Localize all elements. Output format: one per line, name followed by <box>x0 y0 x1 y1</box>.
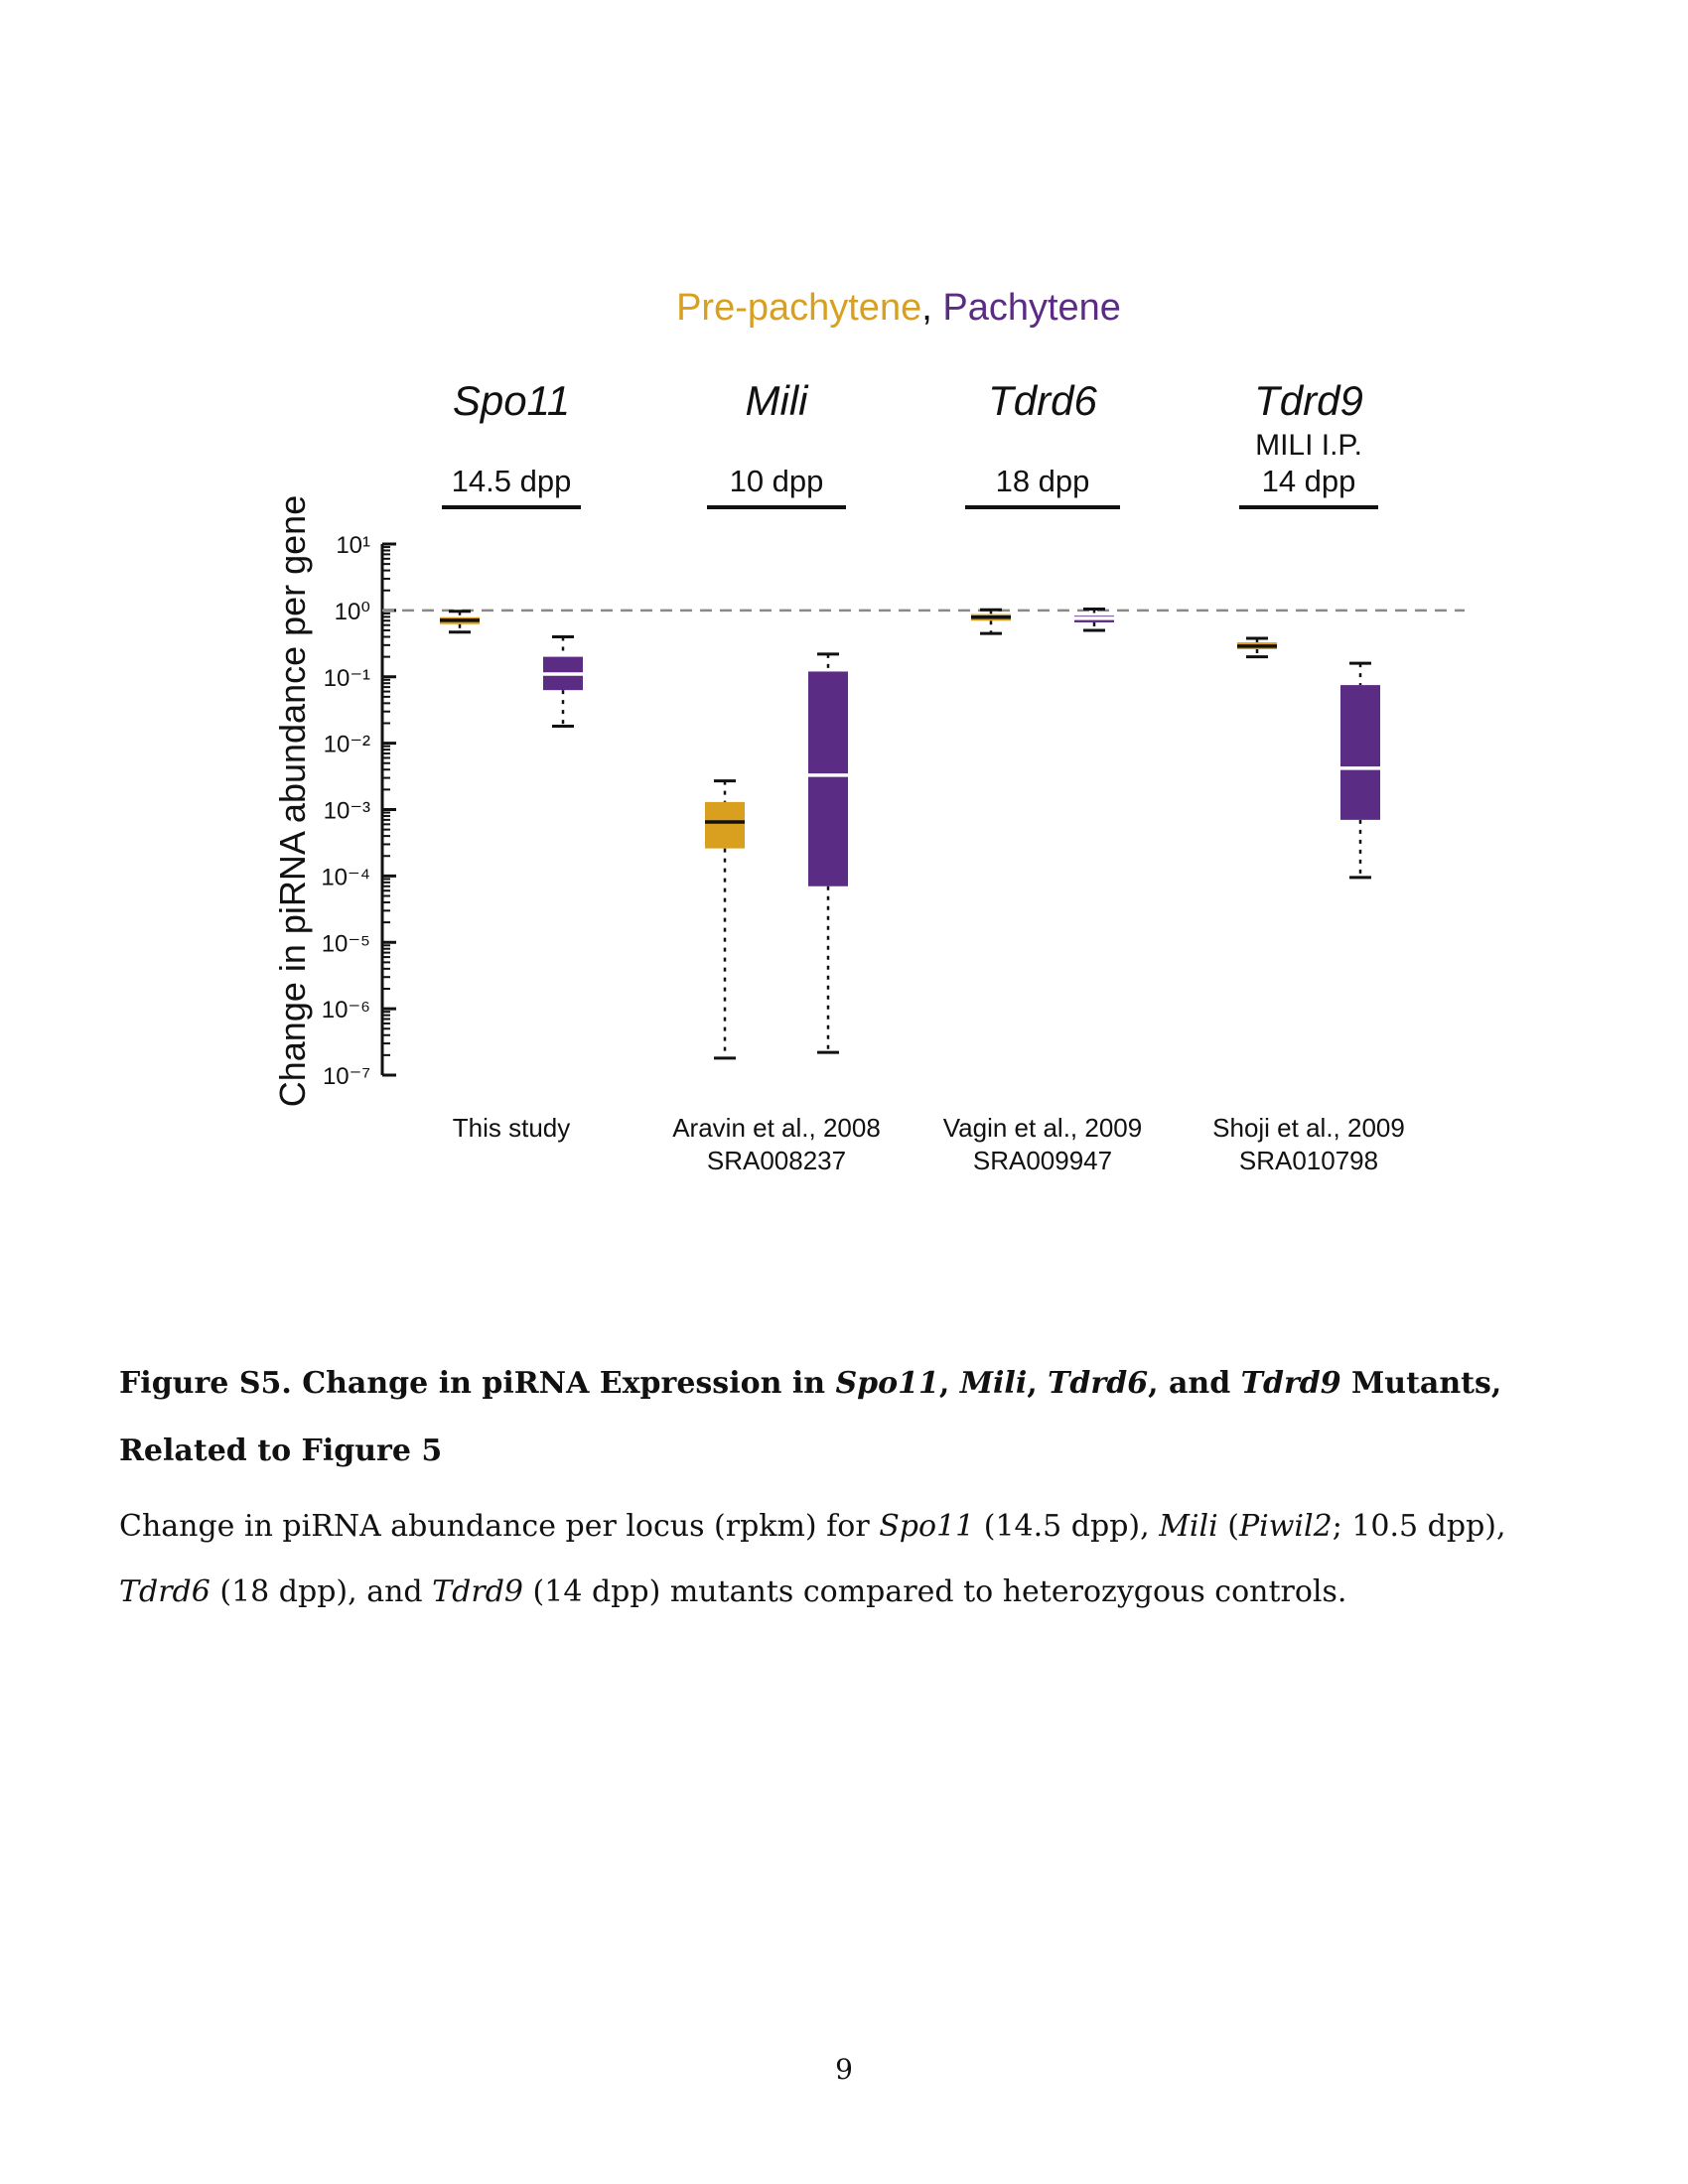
chart-title-part-2: Pachytene <box>942 287 1121 329</box>
pre-box <box>705 779 745 1060</box>
cap-title-part-3: Mili <box>959 1366 1028 1401</box>
group-mili: Mili 10 dpp Aravin et al., 2008 SRA008237 <box>672 377 881 1175</box>
pach-box <box>543 634 583 729</box>
cap-body-part-4: ( <box>1217 1509 1239 1544</box>
gene-label: Mili <box>746 377 810 424</box>
y-tick-label: 10⁻¹ <box>324 665 370 692</box>
y-tick-label: 10⁻⁴ <box>321 864 370 890</box>
y-tick-label: 10⁰ <box>335 599 370 625</box>
source-label: SRA010798 <box>1239 1146 1378 1175</box>
source-label: Vagin et al., 2009 <box>943 1113 1142 1143</box>
cap-body-part-9: Tdrd9 <box>432 1574 524 1609</box>
group-tdrd9: Tdrd9 MILI I.P.14 dpp Shoji et al., 2009 SR… <box>1212 377 1405 1175</box>
gene-label: Spo11 <box>453 377 570 424</box>
pre-box <box>440 610 480 634</box>
cap-title-part-5: Tdrd6 <box>1048 1366 1149 1401</box>
chart-title-part-1: , <box>921 287 942 329</box>
cap-body-part-2: (14.5 dpp), <box>974 1509 1160 1544</box>
y-tick-label: 10⁻³ <box>324 798 370 825</box>
cap-title-part-1: Spo11 <box>835 1366 939 1401</box>
cap-title-part-0: Figure S5. Change in piRNA Expression in <box>119 1366 836 1401</box>
y-tick-label: 10⁻⁵ <box>322 930 370 957</box>
source-label: SRA008237 <box>707 1146 846 1175</box>
pre-box <box>971 608 1011 635</box>
y-axis: 10¹ 10⁰ 10⁻¹ 10⁻² 10⁻³ 10⁻⁴ 10⁻⁵ 10⁻⁶ 10⁻⁷ <box>321 532 1465 1090</box>
pre-box <box>1237 636 1277 659</box>
cap-body-part-1: Spo11 <box>879 1509 975 1544</box>
iqr-box <box>705 801 745 849</box>
y-tick-label: 10⁻⁷ <box>323 1063 370 1090</box>
cap-body-part-10: (14 dpp) mutants compared to heterozygou… <box>523 1574 1347 1609</box>
pach-box <box>808 652 848 1054</box>
page-number: 9 <box>835 2053 853 2086</box>
age-label: 14 dpp <box>1262 464 1356 498</box>
cap-title-part-6: , and <box>1148 1366 1241 1401</box>
cap-body-part-5: Piwil2 <box>1238 1509 1333 1544</box>
chart-title-part-0: Pre-pachytene <box>676 287 921 329</box>
plot-area: Spo11 14.5 dpp This study Mili 10 dpp Aravin … <box>440 377 1405 1175</box>
cap-body-part-6: ; 10.5 dpp), <box>1332 1509 1506 1544</box>
gene-sublabel: MILI I.P. <box>1255 429 1362 462</box>
age-label: 10 dpp <box>730 464 824 498</box>
cap-body-part-8: (18 dpp), and <box>210 1574 433 1609</box>
cap-body-part-0: Change in piRNA abundance per locus (rpk… <box>119 1509 880 1544</box>
source-label: Shoji et al., 2009 <box>1212 1113 1405 1143</box>
cap-title-part-7: Tdrd9 <box>1240 1366 1341 1401</box>
y-tick-label: 10⁻⁶ <box>322 997 370 1024</box>
y-axis-label: Change in piRNA abundance per gene <box>272 495 313 1107</box>
y-tick-label: 10⁻² <box>324 732 370 758</box>
cap-body-part-7: Tdrd6 <box>119 1574 211 1609</box>
cap-title-part-8: Mutants, Related to Figure 5 <box>119 1366 1502 1468</box>
source-label: SRA009947 <box>973 1146 1112 1175</box>
gene-label: Tdrd9 <box>1254 377 1363 424</box>
group-tdrd6: Tdrd6 18 dpp Vagin et al., 2009 SRA009947 <box>943 377 1142 1175</box>
age-label: 18 dpp <box>996 464 1090 498</box>
pach-box <box>1074 607 1114 632</box>
figure-caption-body: Change in piRNA abundance per locus (rpk… <box>119 1494 1549 1625</box>
group-spo11: Spo11 14.5 dpp This study <box>440 377 583 1143</box>
age-label: 14.5 dpp <box>452 464 572 498</box>
figure-caption-title: Figure S5. Change in piRNA Expression in… <box>119 1350 1549 1485</box>
iqr-box <box>808 671 848 887</box>
gene-label: Tdrd6 <box>988 377 1097 424</box>
source-label: This study <box>453 1113 571 1143</box>
source-label: Aravin et al., 2008 <box>672 1113 881 1143</box>
y-tick-label: 10¹ <box>336 532 370 559</box>
pach-box <box>1340 661 1380 880</box>
cap-title-part-2: , <box>938 1366 960 1401</box>
chart-title: Pre-pachytene, Pachytene <box>676 287 1121 329</box>
cap-body-part-3: Mili <box>1159 1509 1218 1544</box>
iqr-box <box>1340 685 1380 820</box>
cap-title-part-4: , <box>1027 1366 1049 1401</box>
figure-s5-chart: Pre-pachytene, Pachytene Change in piRNA… <box>272 287 1465 1175</box>
